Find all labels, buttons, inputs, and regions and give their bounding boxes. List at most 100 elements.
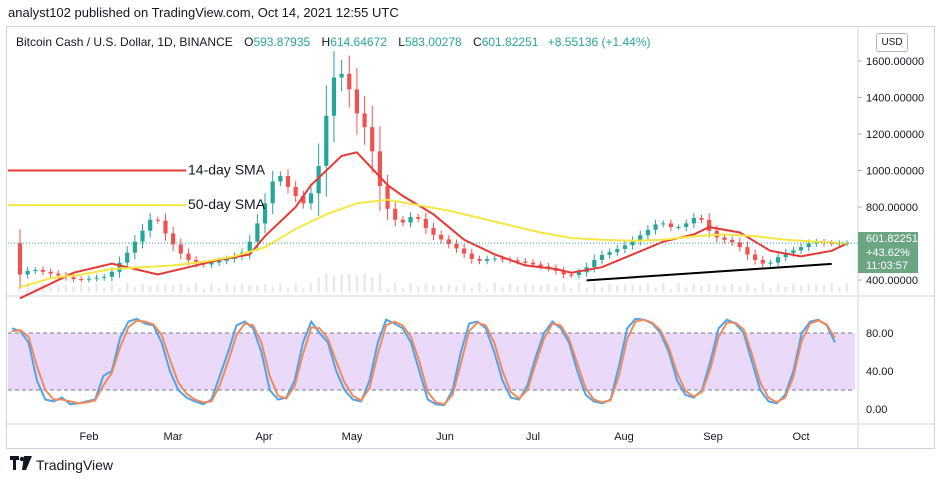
footer-brand[interactable]: TradingView (36, 456, 114, 473)
volume-bar (401, 287, 405, 292)
volume-bar (746, 283, 749, 292)
candle-body (462, 248, 467, 254)
open-value: 593.87935 (253, 35, 311, 49)
volume-bar (286, 287, 290, 292)
open-label: O (244, 35, 254, 49)
volume-bar (49, 286, 52, 292)
volume-bar (830, 283, 833, 292)
volume-bar (654, 287, 657, 292)
candle-body (492, 258, 497, 260)
stoch-band (8, 333, 855, 390)
volume-bar (202, 288, 205, 292)
volume-bar (156, 284, 160, 292)
volume-bar (822, 285, 826, 292)
candle-body (109, 271, 114, 277)
volume-bar (593, 283, 596, 292)
candle-body (293, 186, 298, 197)
candle-body (798, 247, 804, 251)
symbol-legend: Bitcoin Cash / U.S. Dollar, 1D, BINANCE … (16, 35, 651, 49)
volume-bar (608, 283, 611, 292)
candle-body (125, 252, 130, 263)
candle-body (385, 186, 390, 209)
candle-body (485, 259, 490, 261)
candle-body (653, 224, 658, 230)
volume-bar (57, 284, 60, 292)
volume-bar (171, 285, 175, 292)
candle-body (324, 115, 329, 166)
volume-bar (570, 288, 573, 292)
candle-body (48, 271, 53, 274)
last-change: +43.62% (866, 246, 910, 259)
candle-body (71, 277, 76, 280)
candle-body (745, 247, 750, 255)
volume-bar (493, 283, 496, 292)
volume-bar (340, 274, 343, 292)
candle-body (155, 219, 160, 221)
candle-body (216, 260, 222, 263)
price-tick-label: 800.00000 (866, 202, 918, 214)
volume-bar (501, 287, 504, 292)
volume-bar (738, 286, 741, 292)
candle-body (691, 217, 696, 224)
volume-bar (684, 287, 688, 292)
volume-bar (141, 283, 144, 292)
candle-body (615, 248, 620, 253)
high-label: H (321, 35, 331, 49)
volume-bar (409, 283, 412, 292)
volume-bar (547, 283, 550, 292)
month-tick-label: Mar (164, 431, 183, 443)
candle-body (806, 243, 811, 248)
month-tick-label: May (342, 431, 363, 443)
candle-body (638, 235, 643, 241)
candle-body (737, 242, 742, 248)
volume-bar (233, 286, 236, 292)
volume-bar (325, 273, 328, 292)
volume-bar (271, 286, 274, 292)
volume-bar (730, 283, 734, 292)
volume-bar (302, 288, 305, 292)
volume-bar (631, 284, 634, 292)
volume-bar (294, 283, 297, 292)
volume-bar (662, 283, 665, 292)
candle-body (354, 89, 360, 114)
volume-bar (263, 283, 267, 292)
month-tick-label: Oct (792, 431, 809, 443)
candle-body (561, 270, 566, 275)
price-tick-label: 1400.00000 (866, 93, 924, 105)
close-label: C (473, 35, 482, 49)
candle-body (316, 165, 321, 194)
candle-body (684, 223, 689, 228)
high-value: 614.64672 (330, 35, 387, 49)
candle-body (592, 259, 597, 268)
candle-body (607, 252, 612, 255)
volume-bar (485, 288, 489, 292)
volume-bar (531, 284, 535, 292)
volume-bar (355, 275, 359, 292)
candle-body (347, 73, 352, 90)
candle-body (783, 253, 788, 258)
currency-button[interactable]: USD (876, 33, 908, 52)
volume-bar (394, 283, 397, 292)
candle-body (224, 259, 229, 261)
month-tick-label: Apr (255, 431, 272, 443)
volume-bar (478, 283, 481, 292)
sma50-line (19, 198, 848, 289)
tradingview-logo-icon (10, 456, 32, 473)
volume-bar (761, 283, 764, 292)
volume-bar (432, 285, 435, 292)
volume-bar (424, 283, 428, 292)
price-tick-label: 1000.00000 (866, 166, 924, 178)
volume-bar (133, 286, 137, 292)
symbol-title[interactable]: Bitcoin Cash / U.S. Dollar, 1D, BINANCE (16, 35, 233, 49)
candle-body (515, 260, 520, 262)
volume-bar (646, 283, 650, 292)
support-trendline (586, 262, 832, 282)
candle-body (768, 262, 773, 264)
candle-body (569, 274, 574, 276)
candle-body (301, 196, 306, 204)
candle-body (377, 151, 382, 187)
volume-bar (677, 283, 680, 292)
volume-bar (64, 284, 68, 292)
candle-body (530, 262, 536, 265)
